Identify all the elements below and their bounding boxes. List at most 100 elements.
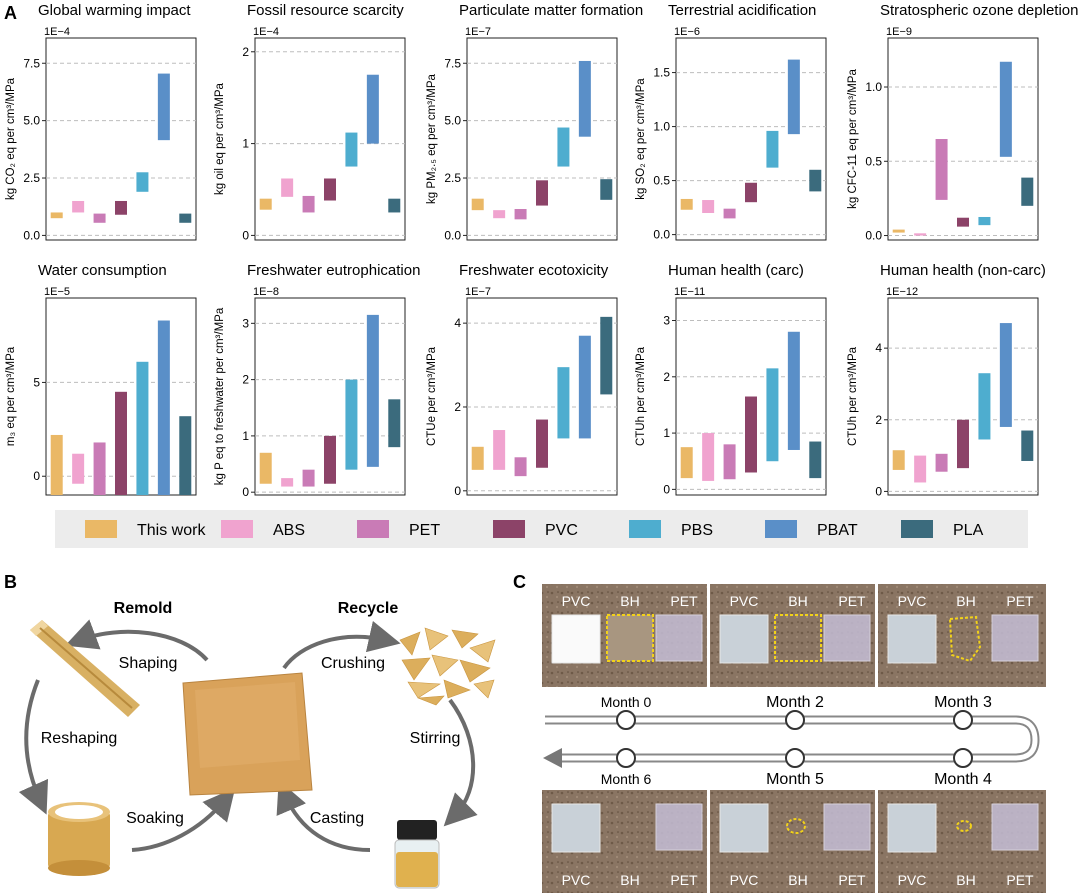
bar-pbat <box>157 320 170 495</box>
pvc-sample <box>551 803 601 853</box>
bar-pbat <box>157 73 170 141</box>
flake <box>469 639 496 663</box>
ring-image <box>48 802 110 876</box>
month-label-bottom: Month 6 <box>601 771 652 787</box>
bar-this-work <box>680 447 693 479</box>
y-tick-label: 0.0 <box>865 229 882 243</box>
bar-pla <box>1021 177 1034 206</box>
month-label-top: Month 3 <box>934 694 992 711</box>
casting-arrow <box>276 780 371 852</box>
timeline-node <box>953 748 973 768</box>
bar-pla <box>809 441 822 479</box>
bh-sample-outline <box>774 614 822 662</box>
bar-abs <box>72 200 85 213</box>
bar-pla <box>600 179 613 200</box>
bar-abs <box>702 433 715 481</box>
legend-item-pvc: PVC <box>493 520 578 539</box>
panel-letter-b: B <box>4 572 17 592</box>
bar-pvc <box>536 419 548 468</box>
y-tick-label: 2.5 <box>444 171 461 185</box>
flake <box>401 657 431 681</box>
bar-pbs <box>136 172 149 192</box>
legend-label: PBS <box>681 522 713 539</box>
legend-label: This work <box>137 522 206 539</box>
bar-pet <box>514 457 527 477</box>
legend-item-this-work: This work <box>85 520 206 539</box>
legend-swatch <box>85 520 117 538</box>
label-pvc: PVC <box>562 593 591 609</box>
bar-pbs <box>766 130 779 168</box>
soil-photo: PVC BH PET <box>878 790 1046 893</box>
legend-label: PVC <box>545 522 578 539</box>
recycle-title: Recycle <box>338 600 399 617</box>
soil-photo: PVC BH PET <box>878 584 1046 687</box>
chart-stratospheric-ozone-depletion: 0.0 0.5 1.0 Stratospheric ozone depletion 1E… <box>847 2 1078 243</box>
pvc-sample <box>887 803 937 853</box>
y-axis-label: kg PM₂.₅ eq per cm³/MPa <box>426 73 438 203</box>
chart-fossil-resource-scarcity: 0 1 2 Fossil resource scarcity 1E−4 kg oil eq… <box>214 2 406 242</box>
label-bh: BH <box>620 593 639 609</box>
timeline-node <box>616 748 636 768</box>
y-tick-label: 1.0 <box>865 80 882 94</box>
y-tick-label: 2 <box>454 400 461 414</box>
bar-pbat <box>578 335 591 439</box>
chart-title: Stratospheric ozone depletion <box>880 2 1078 19</box>
axis-exponent: 1E−8 <box>253 286 279 298</box>
soil-photo: PVC BH PET <box>710 584 875 687</box>
legend-item-abs: ABS <box>221 520 305 539</box>
y-tick-label: 0.5 <box>653 174 670 188</box>
y-tick-label: 0 <box>242 485 249 499</box>
bar-this-work <box>259 452 272 484</box>
y-axis-label: kg oil eq per cm³/MPa <box>214 82 226 194</box>
legend-label: ABS <box>273 522 305 539</box>
axis-exponent: 1E−11 <box>674 286 705 298</box>
soil-photo: PVC BH PET <box>542 790 707 893</box>
bar-pbat <box>999 323 1012 427</box>
label-pvc: PVC <box>898 872 927 888</box>
flake <box>443 679 471 699</box>
bar-abs <box>281 478 294 487</box>
bar-this-work <box>892 229 905 233</box>
bar-abs <box>72 453 85 484</box>
legend-swatch <box>901 520 933 538</box>
chart-title: Particulate matter formation <box>459 2 643 19</box>
bar-this-work <box>50 212 63 219</box>
flake <box>473 679 495 699</box>
chart-title: Terrestrial acidification <box>668 2 816 19</box>
bar-pet <box>723 444 736 480</box>
bar-this-work <box>680 198 693 210</box>
y-axis-label: kg CO₂ eq per cm³/MPa <box>5 77 17 200</box>
axis-exponent: 1E−12 <box>886 286 918 298</box>
y-tick-label: 0.0 <box>23 228 40 242</box>
month-label-top: Month 2 <box>766 694 824 711</box>
legend-item-pla: PLA <box>901 520 984 539</box>
y-axis-label: CTUh per cm³/MPa <box>635 346 647 446</box>
bar-pvc <box>536 180 548 206</box>
plot-frame <box>675 37 827 241</box>
pet-sample <box>655 803 703 851</box>
y-axis-label: CTUh per cm³/MPa <box>847 346 859 446</box>
bar-pvc <box>745 182 757 203</box>
chart-title: Global warming impact <box>38 2 191 19</box>
y-tick-label: 0 <box>242 228 249 242</box>
bar-pbat <box>999 61 1012 157</box>
panel-b-recycling-cycle: Remold Recycle Shaping Crushing Reshapin… <box>18 600 496 889</box>
y-tick-label: 0.0 <box>444 228 461 242</box>
bar-pbs <box>136 361 149 495</box>
bar-abs <box>493 430 506 470</box>
flake <box>459 659 491 683</box>
plot-frame <box>466 37 618 241</box>
bar-pet <box>93 213 106 223</box>
timeline-node <box>785 748 805 768</box>
y-tick-label: 2 <box>875 413 882 427</box>
bar-this-work <box>50 434 63 495</box>
month-label-bottom: Month 4 <box>934 771 992 788</box>
bh-sample-outline <box>948 615 982 663</box>
pvc-sample <box>551 614 601 664</box>
label-bh: BH <box>956 593 975 609</box>
bar-pbs <box>345 379 358 470</box>
y-axis-label: kg CFC-11 eq per cm³/MPa <box>847 69 859 209</box>
step-casting: Casting <box>310 810 364 827</box>
flake <box>431 654 459 677</box>
bar-this-work <box>471 446 484 470</box>
